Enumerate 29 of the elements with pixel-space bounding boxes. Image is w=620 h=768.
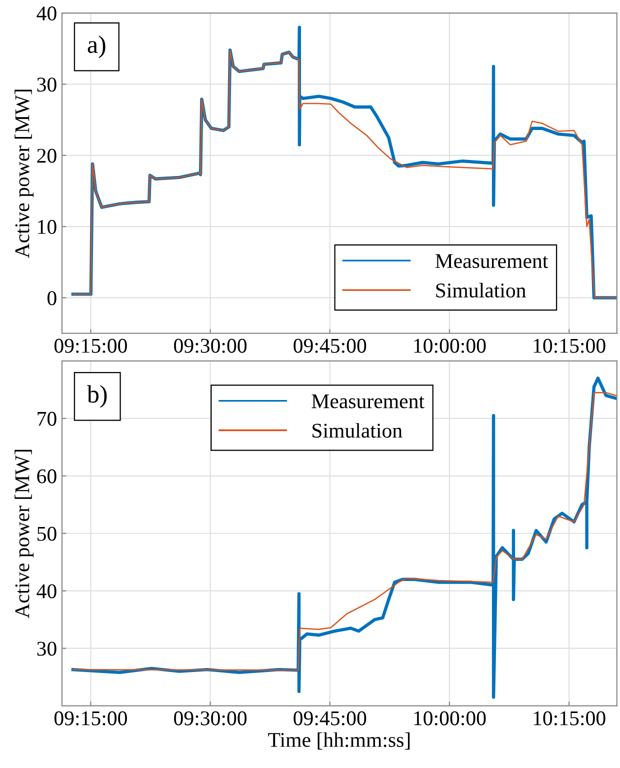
x-tick-label: 09:15:00 [54,338,127,353]
x-tick-label: 09:45:00 [294,711,366,726]
x-tick-label: 09:45:00 [294,338,366,353]
annotation: b) [86,385,107,408]
y-tick-label: 50 [38,526,56,541]
x-tick-label: 09:15:00 [54,711,127,726]
x-tick-label: 10:15:00 [534,711,606,726]
x-tick-label: 10:15:00 [534,338,606,353]
x-axis-title: Time [hh:mm:ss] [268,732,410,750]
legend-label: Measurement [312,394,424,408]
y-tick-label: 0 [48,291,56,306]
y-tick-label: 40 [36,6,56,20]
y-tick-label: 30 [37,78,56,92]
legend-label: Simulation [312,423,402,438]
y-tick-label: 70 [38,412,56,426]
legend-label: Measurement [435,254,548,268]
y-tick-label: 10 [38,220,56,234]
y-tick-label: 20 [37,148,56,163]
x-tick-label: 10:00:00 [414,338,486,353]
y-tick-label: 60 [37,469,56,484]
x-tick-label: 09:30:00 [174,711,247,726]
y-axis-title: Active power [MW] [14,90,34,258]
y-tick-label: 40 [36,584,56,598]
y-tick-label: 30 [37,642,56,656]
annotation: a) [88,35,106,58]
y-axis-title: Active power [MW] [14,450,34,618]
legend-label: Simulation [436,282,526,298]
x-tick-label: 10:00:00 [414,711,486,726]
x-tick-label: 09:30:00 [174,338,247,353]
